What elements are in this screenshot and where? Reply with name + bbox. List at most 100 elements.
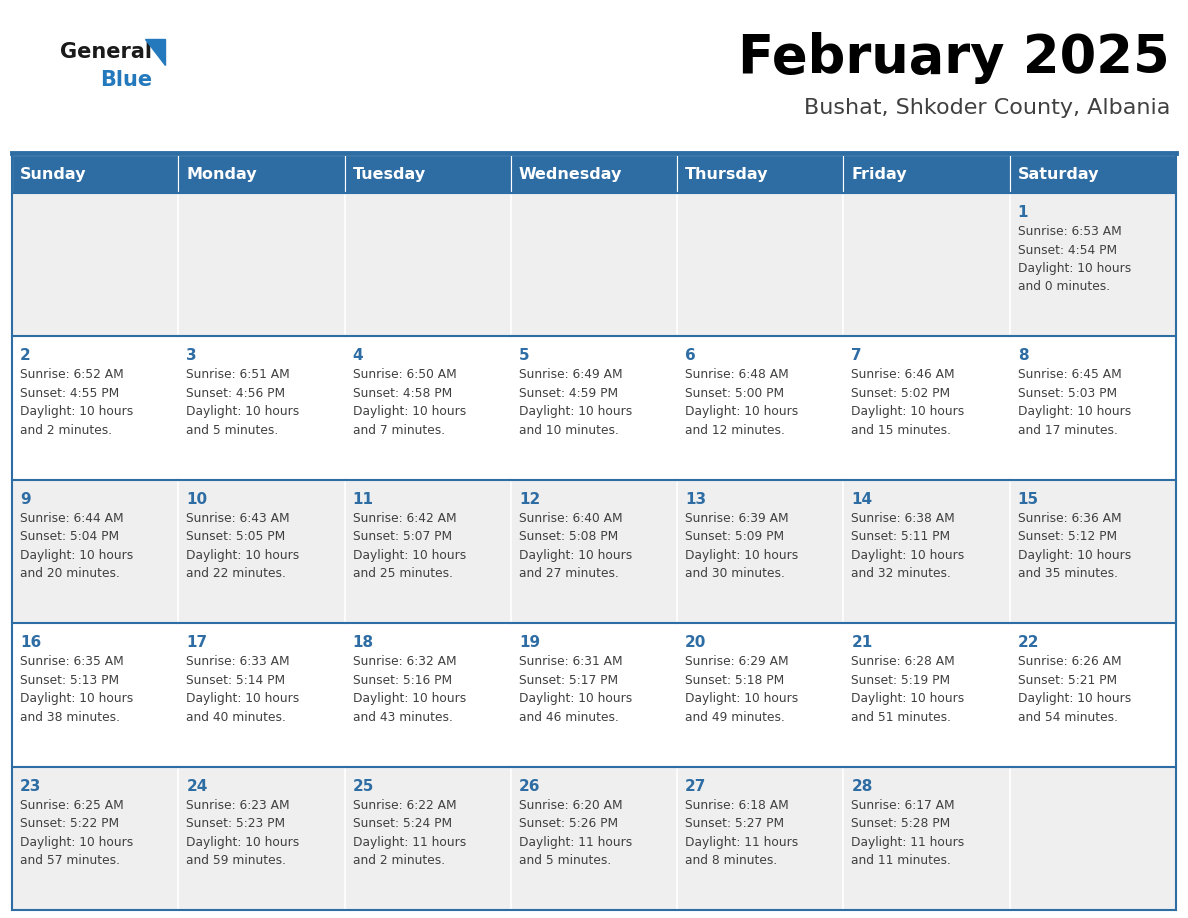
Text: 12: 12	[519, 492, 541, 507]
Bar	[843, 336, 1010, 480]
Text: 3: 3	[187, 349, 197, 364]
Text: 1: 1	[1018, 205, 1029, 220]
Bar	[511, 623, 677, 767]
Bar	[1010, 480, 1176, 623]
Bar	[345, 336, 511, 480]
Text: Sunset: 5:13 PM: Sunset: 5:13 PM	[20, 674, 119, 687]
Text: Sunrise: 6:28 AM: Sunrise: 6:28 AM	[852, 655, 955, 668]
Text: Sunset: 5:26 PM: Sunset: 5:26 PM	[519, 817, 618, 830]
Text: and 11 minutes.: and 11 minutes.	[852, 854, 952, 868]
Text: and 27 minutes.: and 27 minutes.	[519, 567, 619, 580]
Text: Sunrise: 6:31 AM: Sunrise: 6:31 AM	[519, 655, 623, 668]
Text: Sunset: 5:12 PM: Sunset: 5:12 PM	[1018, 531, 1117, 543]
Text: Daylight: 10 hours: Daylight: 10 hours	[187, 692, 299, 705]
Bar	[345, 155, 511, 193]
Text: and 12 minutes.: and 12 minutes.	[685, 424, 785, 437]
Text: Sunset: 5:05 PM: Sunset: 5:05 PM	[187, 531, 285, 543]
Text: and 5 minutes.: and 5 minutes.	[187, 424, 278, 437]
Bar	[843, 480, 1010, 623]
Text: 19: 19	[519, 635, 541, 650]
Text: and 0 minutes.: and 0 minutes.	[1018, 281, 1110, 294]
Bar	[178, 767, 345, 910]
Text: and 30 minutes.: and 30 minutes.	[685, 567, 785, 580]
Bar	[12, 336, 178, 480]
Bar	[843, 623, 1010, 767]
Text: Sunrise: 6:46 AM: Sunrise: 6:46 AM	[852, 368, 955, 381]
Text: Sunrise: 6:35 AM: Sunrise: 6:35 AM	[20, 655, 124, 668]
Text: 26: 26	[519, 778, 541, 793]
Text: 10: 10	[187, 492, 208, 507]
Text: Sunrise: 6:44 AM: Sunrise: 6:44 AM	[20, 512, 124, 525]
Bar	[1010, 193, 1176, 336]
Text: and 7 minutes.: and 7 minutes.	[353, 424, 444, 437]
Text: 7: 7	[852, 349, 862, 364]
Text: Daylight: 10 hours: Daylight: 10 hours	[685, 692, 798, 705]
Text: and 5 minutes.: and 5 minutes.	[519, 854, 611, 868]
Text: Sunrise: 6:43 AM: Sunrise: 6:43 AM	[187, 512, 290, 525]
Text: Sunrise: 6:36 AM: Sunrise: 6:36 AM	[1018, 512, 1121, 525]
Text: Sunset: 4:58 PM: Sunset: 4:58 PM	[353, 386, 451, 400]
Text: Sunrise: 6:39 AM: Sunrise: 6:39 AM	[685, 512, 789, 525]
Text: Sunset: 4:54 PM: Sunset: 4:54 PM	[1018, 243, 1117, 256]
Text: 21: 21	[852, 635, 873, 650]
Text: 17: 17	[187, 635, 208, 650]
Text: Daylight: 10 hours: Daylight: 10 hours	[20, 549, 133, 562]
Bar	[511, 480, 677, 623]
Text: February 2025: February 2025	[739, 32, 1170, 84]
Text: Daylight: 10 hours: Daylight: 10 hours	[852, 692, 965, 705]
Text: 25: 25	[353, 778, 374, 793]
Text: and 35 minutes.: and 35 minutes.	[1018, 567, 1118, 580]
Text: Daylight: 10 hours: Daylight: 10 hours	[353, 549, 466, 562]
Text: Tuesday: Tuesday	[353, 166, 425, 182]
Bar	[1010, 155, 1176, 193]
Text: Daylight: 10 hours: Daylight: 10 hours	[852, 549, 965, 562]
Bar	[178, 623, 345, 767]
Text: Daylight: 10 hours: Daylight: 10 hours	[187, 406, 299, 419]
Bar	[1010, 623, 1176, 767]
Text: and 59 minutes.: and 59 minutes.	[187, 854, 286, 868]
Text: 22: 22	[1018, 635, 1040, 650]
Bar	[677, 767, 843, 910]
Text: 4: 4	[353, 349, 364, 364]
Text: Wednesday: Wednesday	[519, 166, 623, 182]
Text: Sunset: 5:22 PM: Sunset: 5:22 PM	[20, 817, 119, 830]
Text: Sunrise: 6:51 AM: Sunrise: 6:51 AM	[187, 368, 290, 381]
Text: Daylight: 10 hours: Daylight: 10 hours	[519, 692, 632, 705]
Bar	[345, 480, 511, 623]
Text: and 10 minutes.: and 10 minutes.	[519, 424, 619, 437]
Text: 13: 13	[685, 492, 707, 507]
Text: and 57 minutes.: and 57 minutes.	[20, 854, 120, 868]
Text: and 32 minutes.: and 32 minutes.	[852, 567, 952, 580]
Text: Daylight: 10 hours: Daylight: 10 hours	[353, 406, 466, 419]
Text: Sunrise: 6:29 AM: Sunrise: 6:29 AM	[685, 655, 789, 668]
Text: and 17 minutes.: and 17 minutes.	[1018, 424, 1118, 437]
Bar	[12, 155, 178, 193]
Text: Daylight: 11 hours: Daylight: 11 hours	[353, 835, 466, 848]
Text: and 54 minutes.: and 54 minutes.	[1018, 711, 1118, 723]
Text: and 2 minutes.: and 2 minutes.	[20, 424, 112, 437]
Text: Sunrise: 6:45 AM: Sunrise: 6:45 AM	[1018, 368, 1121, 381]
Text: Sunset: 5:09 PM: Sunset: 5:09 PM	[685, 531, 784, 543]
Text: Monday: Monday	[187, 166, 257, 182]
Text: and 51 minutes.: and 51 minutes.	[852, 711, 952, 723]
Text: Daylight: 10 hours: Daylight: 10 hours	[1018, 262, 1131, 275]
Bar	[178, 193, 345, 336]
Text: 6: 6	[685, 349, 696, 364]
Text: Sunrise: 6:26 AM: Sunrise: 6:26 AM	[1018, 655, 1121, 668]
Text: Thursday: Thursday	[685, 166, 769, 182]
Text: 24: 24	[187, 778, 208, 793]
Text: and 40 minutes.: and 40 minutes.	[187, 711, 286, 723]
Bar	[677, 155, 843, 193]
Text: 11: 11	[353, 492, 373, 507]
Text: and 22 minutes.: and 22 minutes.	[187, 567, 286, 580]
Bar	[1010, 767, 1176, 910]
Text: Daylight: 10 hours: Daylight: 10 hours	[1018, 406, 1131, 419]
Text: Sunrise: 6:50 AM: Sunrise: 6:50 AM	[353, 368, 456, 381]
Text: Sunset: 4:55 PM: Sunset: 4:55 PM	[20, 386, 119, 400]
Text: Daylight: 10 hours: Daylight: 10 hours	[1018, 549, 1131, 562]
Bar	[12, 480, 178, 623]
Text: 9: 9	[20, 492, 31, 507]
Bar	[345, 193, 511, 336]
Text: Sunrise: 6:32 AM: Sunrise: 6:32 AM	[353, 655, 456, 668]
Bar	[511, 336, 677, 480]
